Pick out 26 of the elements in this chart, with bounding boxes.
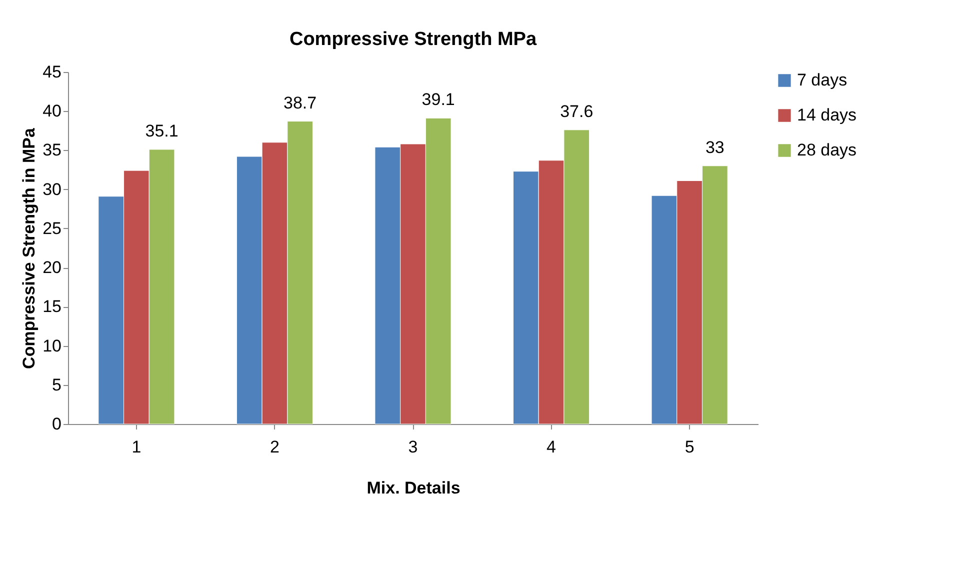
y-tick-label: 5 [52,375,62,394]
x-axis-title: Mix. Details [366,478,460,498]
legend-label: 28 days [797,140,857,160]
x-tick-label: 1 [132,438,142,456]
y-tick-label: 25 [42,218,62,238]
x-tick-label: 2 [270,438,280,456]
chart-title: Compressive Strength MPa [289,29,537,50]
data-label: 38.7 [284,93,317,112]
data-label: 33 [705,138,724,157]
y-tick-label: 10 [42,336,62,356]
x-tick-label: 5 [684,438,694,456]
y-tick-label: 15 [42,297,62,316]
y-tick-label: 0 [52,414,62,434]
data-label: 37.6 [560,102,594,121]
y-tick-label: 30 [42,180,62,199]
legend-label: 7 days [797,70,848,90]
x-tick-label: 4 [546,438,556,456]
y-tick-label: 40 [42,102,62,121]
y-tick-label: 20 [42,258,62,278]
data-label: 35.1 [145,121,178,140]
y-tick-label: 45 [42,62,62,82]
legend-label: 14 days [797,106,857,124]
data-label: 39.1 [422,90,455,110]
x-tick-label: 3 [408,438,418,456]
y-tick-label: 35 [42,140,62,160]
y-axis-title: Compressive Strength in MPa [20,128,39,369]
